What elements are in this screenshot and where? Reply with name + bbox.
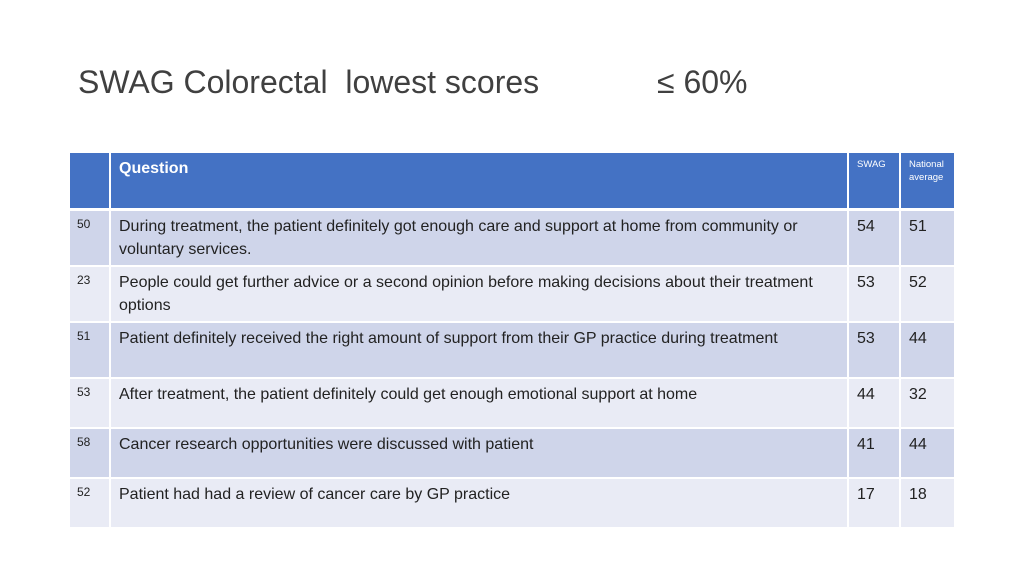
question-text: Cancer research opportunities were discu… [110, 428, 849, 479]
question-text: After treatment, the patient definitely … [110, 378, 849, 429]
slide-title: SWAG Colorectal lowest scores [78, 64, 540, 100]
national-score: 52 [900, 266, 954, 323]
national-score: 32 [900, 378, 954, 429]
swag-score: 54 [848, 209, 901, 267]
question-number: 23 [70, 266, 111, 323]
header-swag: SWAG [848, 153, 901, 210]
question-number: 50 [70, 209, 111, 267]
swag-score: 17 [848, 478, 901, 529]
national-score: 44 [900, 428, 954, 479]
swag-score: 41 [848, 428, 901, 479]
question-number: 53 [70, 378, 111, 429]
question-number: 51 [70, 322, 111, 379]
national-score: 51 [900, 209, 954, 267]
swag-score: 53 [848, 266, 901, 323]
swag-score: 53 [848, 322, 901, 379]
header-national-average: National average [900, 153, 954, 210]
question-text: Patient had had a review of cancer care … [110, 478, 849, 529]
national-score: 18 [900, 478, 954, 529]
header-question: Question [110, 153, 849, 210]
scores-table: Question SWAG National average 50 During… [70, 153, 954, 529]
question-text: Patient definitely received the right am… [110, 322, 849, 379]
question-number: 52 [70, 478, 111, 529]
table-row: 50 During treatment, the patient definit… [70, 209, 954, 267]
table-row: 51 Patient definitely received the right… [70, 322, 954, 379]
question-number: 58 [70, 428, 111, 479]
table-row: 53 After treatment, the patient definite… [70, 378, 954, 429]
swag-score: 44 [848, 378, 901, 429]
question-text: During treatment, the patient definitely… [110, 209, 849, 267]
slide-threshold: ≤ 60% [657, 64, 748, 100]
table-row: 58 Cancer research opportunities were di… [70, 428, 954, 479]
table-row: 23 People could get further advice or a … [70, 266, 954, 323]
table-header-row: Question SWAG National average [70, 153, 954, 210]
question-text: People could get further advice or a sec… [110, 266, 849, 323]
header-num [70, 153, 111, 210]
table-row: 52 Patient had had a review of cancer ca… [70, 478, 954, 529]
national-score: 44 [900, 322, 954, 379]
